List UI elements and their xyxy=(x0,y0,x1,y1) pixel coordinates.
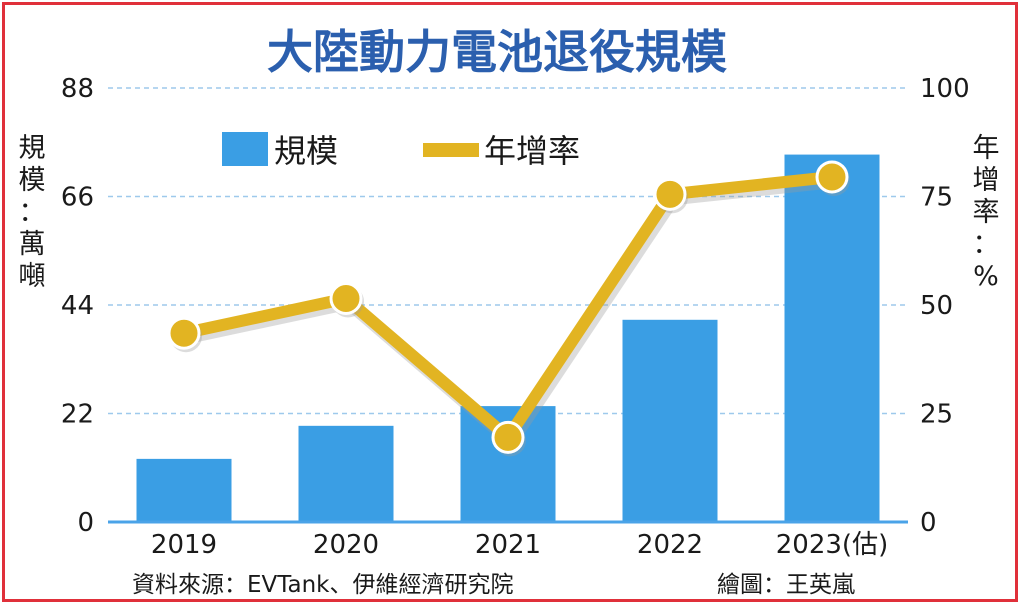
right-tick-label: 50 xyxy=(920,291,953,321)
legend: 規模 年增率 xyxy=(222,132,580,170)
right-axis-label: 年增率：% xyxy=(973,133,1000,292)
axis-title-text: 規模：萬噸 xyxy=(19,133,46,292)
line-point xyxy=(167,316,201,350)
x-tick-label: 2022 xyxy=(637,530,703,560)
line-point xyxy=(815,160,849,194)
left-tick-label: 22 xyxy=(61,400,94,430)
right-axis-ticks: 0 25 50 75 100 xyxy=(920,74,970,538)
axis-title-text: 年增率：% xyxy=(973,133,1000,292)
left-axis-label: 規模：萬噸 xyxy=(19,133,46,292)
left-axis-ticks: 0 22 44 66 88 xyxy=(61,74,94,538)
bar xyxy=(622,319,718,522)
legend-swatch-line xyxy=(423,143,479,157)
left-tick-label: 0 xyxy=(77,508,94,538)
right-tick-label: 100 xyxy=(920,74,970,104)
bar xyxy=(136,458,232,522)
bar xyxy=(784,154,880,523)
x-tick-label: 2019 xyxy=(151,530,217,560)
x-tick-label: 2020 xyxy=(313,530,379,560)
x-tick-label: 2021 xyxy=(475,530,541,560)
x-axis-ticks: 2019 2020 2021 2022 2023(估) xyxy=(151,530,888,560)
bar-series xyxy=(136,154,880,523)
series-line xyxy=(182,171,833,444)
legend-label-bar: 規模 xyxy=(274,132,338,170)
line-point xyxy=(329,281,363,315)
left-tick-label: 44 xyxy=(61,291,94,321)
line-point xyxy=(653,177,687,211)
legend-label-line: 年增率 xyxy=(484,132,580,170)
source-text: 資料來源：EVTank、伊維經濟研究院 xyxy=(132,572,514,598)
legend-swatch-bar xyxy=(222,132,268,166)
credit-text: 繪圖：王英嵐 xyxy=(717,572,855,598)
line-series xyxy=(167,160,850,457)
x-tick-label: 2023(估) xyxy=(776,530,888,560)
left-tick-label: 88 xyxy=(61,74,94,104)
right-tick-label: 25 xyxy=(920,400,953,430)
line-point xyxy=(491,420,525,454)
left-tick-label: 66 xyxy=(61,183,94,213)
chart-title: 大陸動力電池退役規模 xyxy=(267,25,727,79)
right-tick-label: 75 xyxy=(920,183,953,213)
bar xyxy=(298,425,394,522)
right-tick-label: 0 xyxy=(920,508,937,538)
